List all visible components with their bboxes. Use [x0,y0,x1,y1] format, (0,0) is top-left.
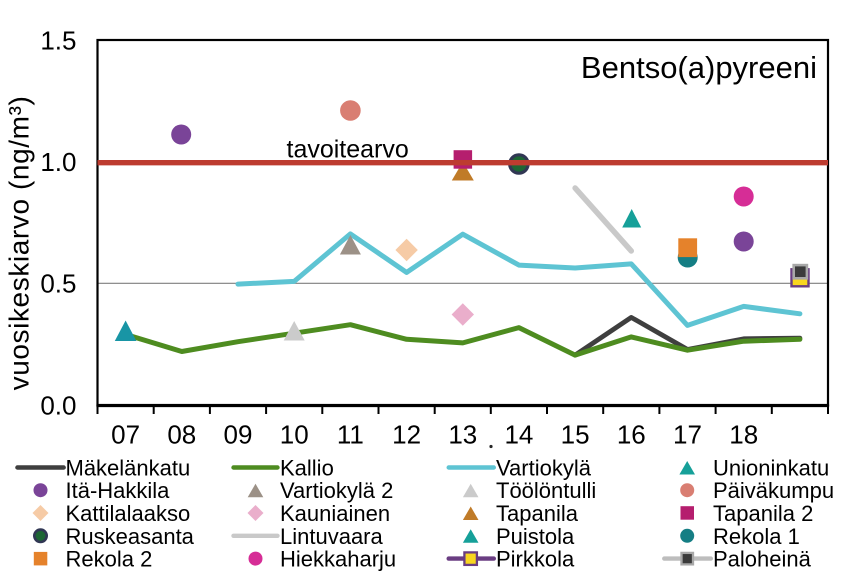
svg-text:Puistola: Puistola [496,524,575,549]
svg-text:Vartiokylä 2: Vartiokylä 2 [280,478,393,503]
svg-text:08: 08 [167,420,196,450]
svg-text:vuosikeskiarvo (ng/m³): vuosikeskiarvo (ng/m³) [4,96,35,391]
svg-text:Tapanila: Tapanila [496,501,579,526]
svg-text:12: 12 [392,420,421,450]
svg-text:13: 13 [448,420,477,450]
svg-text:11: 11 [337,420,364,450]
svg-text:Mäkelänkatu: Mäkelänkatu [66,456,191,481]
svg-text:Rekola 2: Rekola 2 [66,547,153,571]
svg-text:Hiekkaharju: Hiekkaharju [280,547,396,571]
svg-text:18: 18 [729,420,758,450]
svg-text:0.0: 0.0 [40,390,76,420]
svg-text:Kallio: Kallio [280,456,334,481]
svg-text:Pirkkola: Pirkkola [496,547,575,571]
svg-text:tavoitearvo: tavoitearvo [287,136,409,164]
svg-text:Kattilalaakso: Kattilalaakso [66,501,191,526]
svg-text:Päiväkumpu: Päiväkumpu [713,478,834,503]
svg-text:15: 15 [561,420,590,450]
svg-text:Bentso(a)pyreeni: Bentso(a)pyreeni [581,50,817,85]
svg-text:10: 10 [280,420,309,450]
svg-text:17: 17 [673,420,702,450]
svg-text:07: 07 [111,420,140,450]
svg-text:Töölöntulli: Töölöntulli [496,478,596,503]
svg-text:Kauniainen: Kauniainen [280,501,390,526]
svg-text:Vartiokylä: Vartiokylä [496,456,592,481]
svg-text:09: 09 [224,420,253,450]
svg-text:Itä-Hakkila: Itä-Hakkila [66,478,171,503]
svg-text:Tapanila 2: Tapanila 2 [713,501,813,526]
svg-text:16: 16 [617,420,646,450]
svg-text:Paloheinä: Paloheinä [713,547,812,571]
svg-text:0.5: 0.5 [40,269,76,299]
svg-text:Lintuvaara: Lintuvaara [280,524,384,549]
svg-text:Unioninkatu: Unioninkatu [713,456,829,481]
svg-text:1.0: 1.0 [40,147,76,177]
svg-text:1.5: 1.5 [40,25,76,55]
svg-text:Rekola 1: Rekola 1 [713,524,800,549]
svg-text:Ruskeasanta: Ruskeasanta [66,524,195,549]
svg-text:14: 14 [504,420,533,450]
